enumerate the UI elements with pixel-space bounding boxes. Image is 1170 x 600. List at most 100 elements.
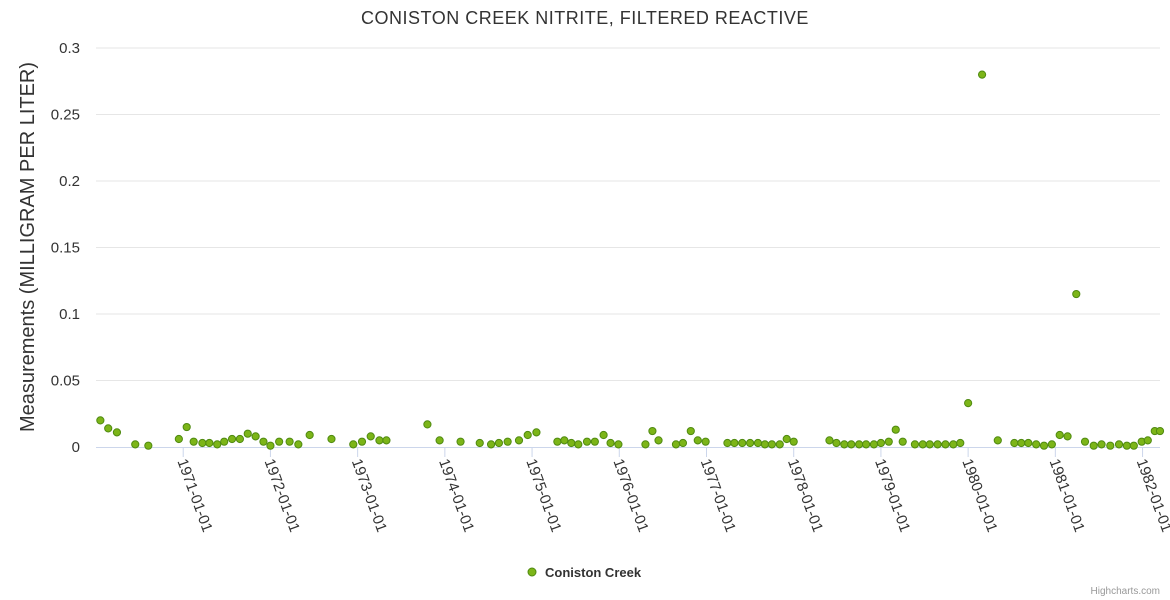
data-point[interactable]: [654, 436, 663, 445]
data-point[interactable]: [949, 440, 958, 449]
data-point[interactable]: [789, 437, 798, 446]
data-point[interactable]: [198, 438, 207, 448]
legend-item-coniston-creek[interactable]: Coniston Creek: [545, 565, 642, 580]
data-point[interactable]: [456, 437, 465, 446]
data-point[interactable]: [567, 438, 576, 448]
data-point[interactable]: [738, 438, 747, 448]
data-point[interactable]: [375, 436, 384, 445]
data-point[interactable]: [96, 416, 105, 425]
data-point[interactable]: [475, 438, 484, 448]
data-point[interactable]: [1047, 440, 1056, 449]
data-point[interactable]: [366, 432, 375, 441]
data-point[interactable]: [648, 426, 657, 436]
data-point[interactable]: [294, 440, 303, 449]
data-point[interactable]: [701, 437, 710, 446]
data-point[interactable]: [560, 436, 569, 445]
data-point[interactable]: [503, 437, 512, 446]
data-point[interactable]: [574, 440, 583, 449]
data-point[interactable]: [1032, 440, 1041, 449]
data-point[interactable]: [349, 440, 358, 449]
data-point[interactable]: [227, 434, 237, 444]
data-point[interactable]: [494, 438, 504, 448]
data-point[interactable]: [104, 424, 113, 433]
data-point[interactable]: [964, 399, 973, 408]
credits-link[interactable]: Highcharts.com: [1091, 586, 1160, 597]
data-point[interactable]: [767, 440, 777, 449]
data-point[interactable]: [671, 440, 681, 449]
data-point[interactable]: [266, 441, 275, 450]
data-point[interactable]: [760, 440, 770, 449]
data-point[interactable]: [1072, 289, 1081, 299]
data-point[interactable]: [855, 440, 864, 449]
data-point[interactable]: [382, 436, 391, 445]
data-point[interactable]: [1010, 438, 1019, 448]
data-point[interactable]: [220, 437, 229, 446]
data-point[interactable]: [174, 434, 183, 444]
data-point[interactable]: [730, 438, 739, 448]
data-point[interactable]: [869, 440, 879, 449]
data-point[interactable]: [514, 436, 524, 445]
data-point[interactable]: [1129, 441, 1138, 450]
data-point[interactable]: [753, 438, 763, 448]
data-point[interactable]: [941, 440, 950, 449]
data-point[interactable]: [423, 420, 432, 429]
data-point[interactable]: [582, 437, 592, 446]
data-point[interactable]: [782, 434, 791, 444]
data-point[interactable]: [678, 438, 688, 448]
data-point[interactable]: [305, 430, 314, 440]
data-point[interactable]: [435, 436, 444, 445]
data-point[interactable]: [993, 436, 1002, 445]
data-point[interactable]: [606, 438, 615, 448]
data-point[interactable]: [686, 426, 695, 436]
data-point[interactable]: [1143, 436, 1152, 445]
data-point[interactable]: [357, 437, 367, 446]
data-point[interactable]: [977, 70, 987, 79]
data-point[interactable]: [1055, 430, 1064, 440]
data-point[interactable]: [861, 440, 871, 449]
data-point[interactable]: [275, 437, 284, 446]
data-point[interactable]: [825, 436, 834, 445]
data-point[interactable]: [925, 440, 934, 449]
legend[interactable]: Coniston Creek: [527, 565, 642, 580]
data-point[interactable]: [189, 437, 198, 446]
data-point[interactable]: [1155, 426, 1165, 436]
data-point[interactable]: [956, 438, 965, 448]
data-point[interactable]: [112, 428, 122, 437]
data-point[interactable]: [205, 438, 214, 448]
data-point[interactable]: [1097, 440, 1106, 449]
data-point[interactable]: [553, 437, 562, 446]
data-point[interactable]: [1024, 438, 1033, 448]
data-point[interactable]: [614, 440, 623, 449]
data-point[interactable]: [847, 440, 856, 449]
data-point[interactable]: [486, 440, 496, 449]
data-point[interactable]: [144, 441, 153, 450]
data-point[interactable]: [1080, 437, 1090, 446]
data-point[interactable]: [285, 437, 294, 446]
data-point[interactable]: [840, 440, 849, 449]
data-point[interactable]: [891, 425, 900, 434]
data-point[interactable]: [723, 438, 732, 448]
data-point[interactable]: [898, 437, 907, 446]
data-point[interactable]: [1017, 438, 1026, 448]
data-point[interactable]: [1089, 441, 1098, 450]
data-point[interactable]: [775, 440, 784, 449]
data-point[interactable]: [933, 440, 942, 449]
data-point[interactable]: [599, 430, 608, 440]
data-point[interactable]: [131, 440, 140, 449]
data-point[interactable]: [182, 422, 191, 432]
data-point[interactable]: [641, 440, 650, 449]
data-point[interactable]: [832, 438, 841, 448]
data-point[interactable]: [259, 437, 268, 446]
data-point[interactable]: [910, 440, 920, 449]
data-point[interactable]: [327, 434, 336, 444]
data-point[interactable]: [590, 437, 599, 446]
data-point[interactable]: [251, 432, 260, 441]
legend-marker-icon[interactable]: [527, 567, 537, 577]
data-point[interactable]: [243, 429, 252, 438]
data-point[interactable]: [876, 438, 886, 448]
data-point[interactable]: [884, 437, 893, 446]
data-point[interactable]: [213, 440, 222, 449]
data-point[interactable]: [1106, 441, 1115, 450]
data-point[interactable]: [523, 430, 532, 440]
data-point[interactable]: [1122, 441, 1131, 450]
